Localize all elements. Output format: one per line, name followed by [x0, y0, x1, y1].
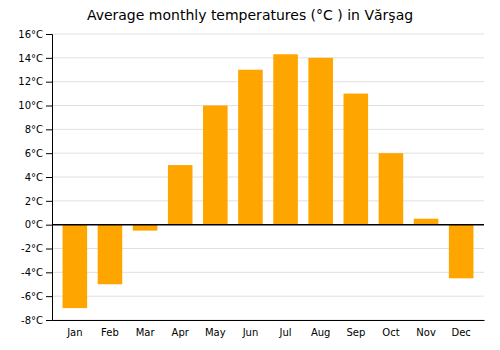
- bar: [63, 225, 88, 308]
- x-tick-label: Aug: [311, 327, 331, 338]
- zero-line: [52, 224, 484, 226]
- y-tick: 6°C: [25, 148, 52, 159]
- y-axis: -8°C -6°C -4°C -2°C 0°C 2°C 4°C 6°C 8°C 10°C 12°C 1…: [18, 29, 52, 326]
- x-tick-label: Mar: [136, 327, 156, 338]
- x-tick: Oct: [382, 327, 399, 338]
- x-tick-label: Jul: [279, 327, 292, 338]
- grid-line: [52, 129, 484, 130]
- bar: [98, 225, 123, 285]
- grid-line: [52, 320, 484, 321]
- y-tick-mark: [46, 272, 52, 273]
- bar: [238, 70, 263, 225]
- y-tick-mark: [46, 320, 52, 321]
- bar: [273, 54, 298, 224]
- plot: -8°C -6°C -4°C -2°C 0°C 2°C 4°C 6°C 8°C 10°C 12°C 1…: [18, 29, 484, 338]
- x-tick-label: Oct: [382, 327, 399, 338]
- x-tick-label: Feb: [101, 327, 119, 338]
- bar: [379, 153, 404, 225]
- x-tick: Jul: [279, 327, 292, 338]
- y-tick-label: 6°C: [25, 148, 43, 159]
- y-tick-label: 0°C: [25, 219, 43, 230]
- bar: [344, 94, 369, 225]
- y-tick: -2°C: [21, 243, 52, 254]
- y-tick: 12°C: [18, 76, 52, 87]
- bar: [168, 165, 193, 225]
- y-tick-label: 4°C: [25, 172, 43, 183]
- x-axis: Jan Feb Mar Apr May Jun Jul Aug Sep Oct Nov Dec: [53, 321, 485, 339]
- y-tick-mark: [46, 129, 52, 130]
- grid-line: [52, 177, 484, 178]
- marks: [63, 54, 474, 308]
- x-tick: Apr: [172, 327, 190, 338]
- grid-line: [52, 200, 484, 201]
- x-tick-label: Nov: [416, 327, 436, 338]
- grid-line: [52, 105, 484, 106]
- y-axis-line: [46, 35, 53, 321]
- grid-line: [52, 34, 484, 35]
- y-tick-mark: [46, 249, 52, 250]
- x-tick: Sep: [346, 327, 365, 338]
- grid-line: [52, 81, 484, 82]
- bar: [203, 106, 228, 225]
- bar: [133, 225, 158, 231]
- x-tick-label: Dec: [451, 327, 470, 338]
- y-tick-mark: [46, 106, 52, 107]
- y-tick: -4°C: [21, 267, 52, 278]
- bar: [449, 225, 474, 279]
- y-tick-label: 10°C: [18, 100, 43, 111]
- y-tick-label: -6°C: [21, 291, 43, 302]
- x-tick: Jun: [242, 327, 259, 338]
- y-tick: 2°C: [25, 196, 52, 207]
- y-tick-label: 12°C: [18, 76, 43, 87]
- y-tick-mark: [46, 201, 52, 202]
- y-tick: 14°C: [18, 53, 52, 64]
- y-tick-mark: [46, 34, 52, 35]
- y-tick-label: -8°C: [21, 315, 43, 326]
- y-tick-mark: [46, 58, 52, 59]
- x-tick-label: Apr: [172, 327, 190, 338]
- x-tick-label: May: [205, 327, 226, 338]
- x-tick: Nov: [416, 327, 436, 338]
- y-tick-label: -4°C: [21, 267, 43, 278]
- chart-svg: Average monthly temperatures (°C ) in Vă…: [0, 0, 500, 350]
- y-tick-label: 2°C: [25, 196, 43, 207]
- y-tick: 4°C: [25, 172, 52, 183]
- y-tick: 10°C: [18, 100, 52, 111]
- y-tick-mark: [46, 225, 52, 226]
- x-tick: Feb: [101, 327, 119, 338]
- y-tick-label: -2°C: [21, 243, 43, 254]
- x-tick: Jan: [66, 327, 82, 338]
- x-tick-label: Sep: [346, 327, 365, 338]
- grid-line: [52, 153, 484, 154]
- y-tick-mark: [46, 296, 52, 297]
- bar: [308, 58, 333, 225]
- x-tick: Dec: [451, 327, 470, 338]
- chart-container: Average monthly temperatures (°C ) in Vă…: [0, 0, 500, 350]
- chart-title: Average monthly temperatures (°C ) in Vă…: [87, 7, 413, 23]
- y-tick-mark: [46, 177, 52, 178]
- y-tick-mark: [46, 153, 52, 154]
- y-tick-mark: [46, 82, 52, 83]
- bar: [414, 219, 439, 225]
- y-tick: -6°C: [21, 291, 52, 302]
- y-tick: 16°C: [18, 29, 52, 40]
- x-tick: Aug: [311, 327, 331, 338]
- grid: [52, 34, 484, 320]
- grid-line: [52, 224, 484, 225]
- y-tick-label: 8°C: [25, 124, 43, 135]
- grid-line: [52, 296, 484, 297]
- x-tick-label: Jan: [66, 327, 82, 338]
- x-tick: May: [205, 327, 226, 338]
- x-axis-line: [53, 320, 485, 321]
- grid-line: [52, 57, 484, 58]
- y-tick-label: 14°C: [18, 53, 43, 64]
- y-tick: 8°C: [25, 124, 52, 135]
- y-tick: -8°C: [21, 315, 52, 326]
- x-tick-label: Jun: [242, 327, 259, 338]
- y-tick-label: 16°C: [18, 29, 43, 40]
- y-tick: 0°C: [25, 219, 52, 230]
- x-tick: Mar: [136, 327, 156, 338]
